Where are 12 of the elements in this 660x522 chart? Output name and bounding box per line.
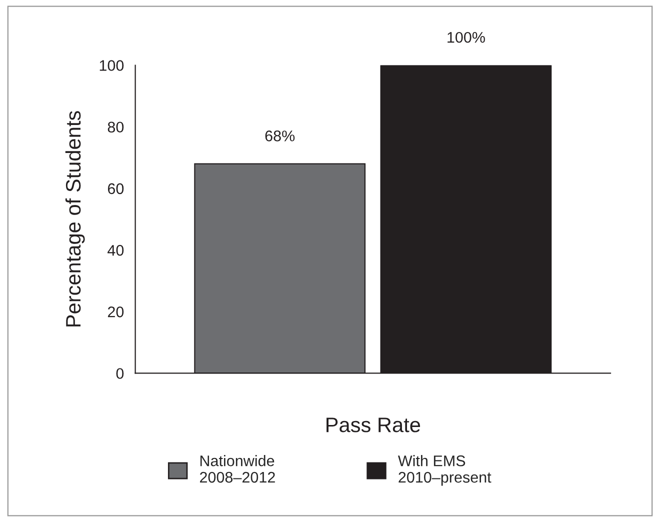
y-tick-label: 100 — [100, 60, 124, 71]
y-tick-label: 0 — [116, 368, 124, 379]
legend-label: With EMS 2010–present — [398, 455, 492, 486]
y-axis-title: Percentage of Students — [65, 111, 85, 326]
data-label: 68% — [265, 130, 295, 142]
legend-label: Nationwide 2008–2012 — [200, 455, 275, 483]
y-tick-label: 20 — [108, 306, 124, 318]
y-tick-label: 80 — [108, 122, 124, 133]
data-label: 100% — [448, 32, 485, 43]
y-tick-label: 60 — [108, 183, 124, 194]
y-tick-label: 40 — [108, 244, 124, 256]
x-axis-title: Pass Rate — [326, 418, 420, 432]
